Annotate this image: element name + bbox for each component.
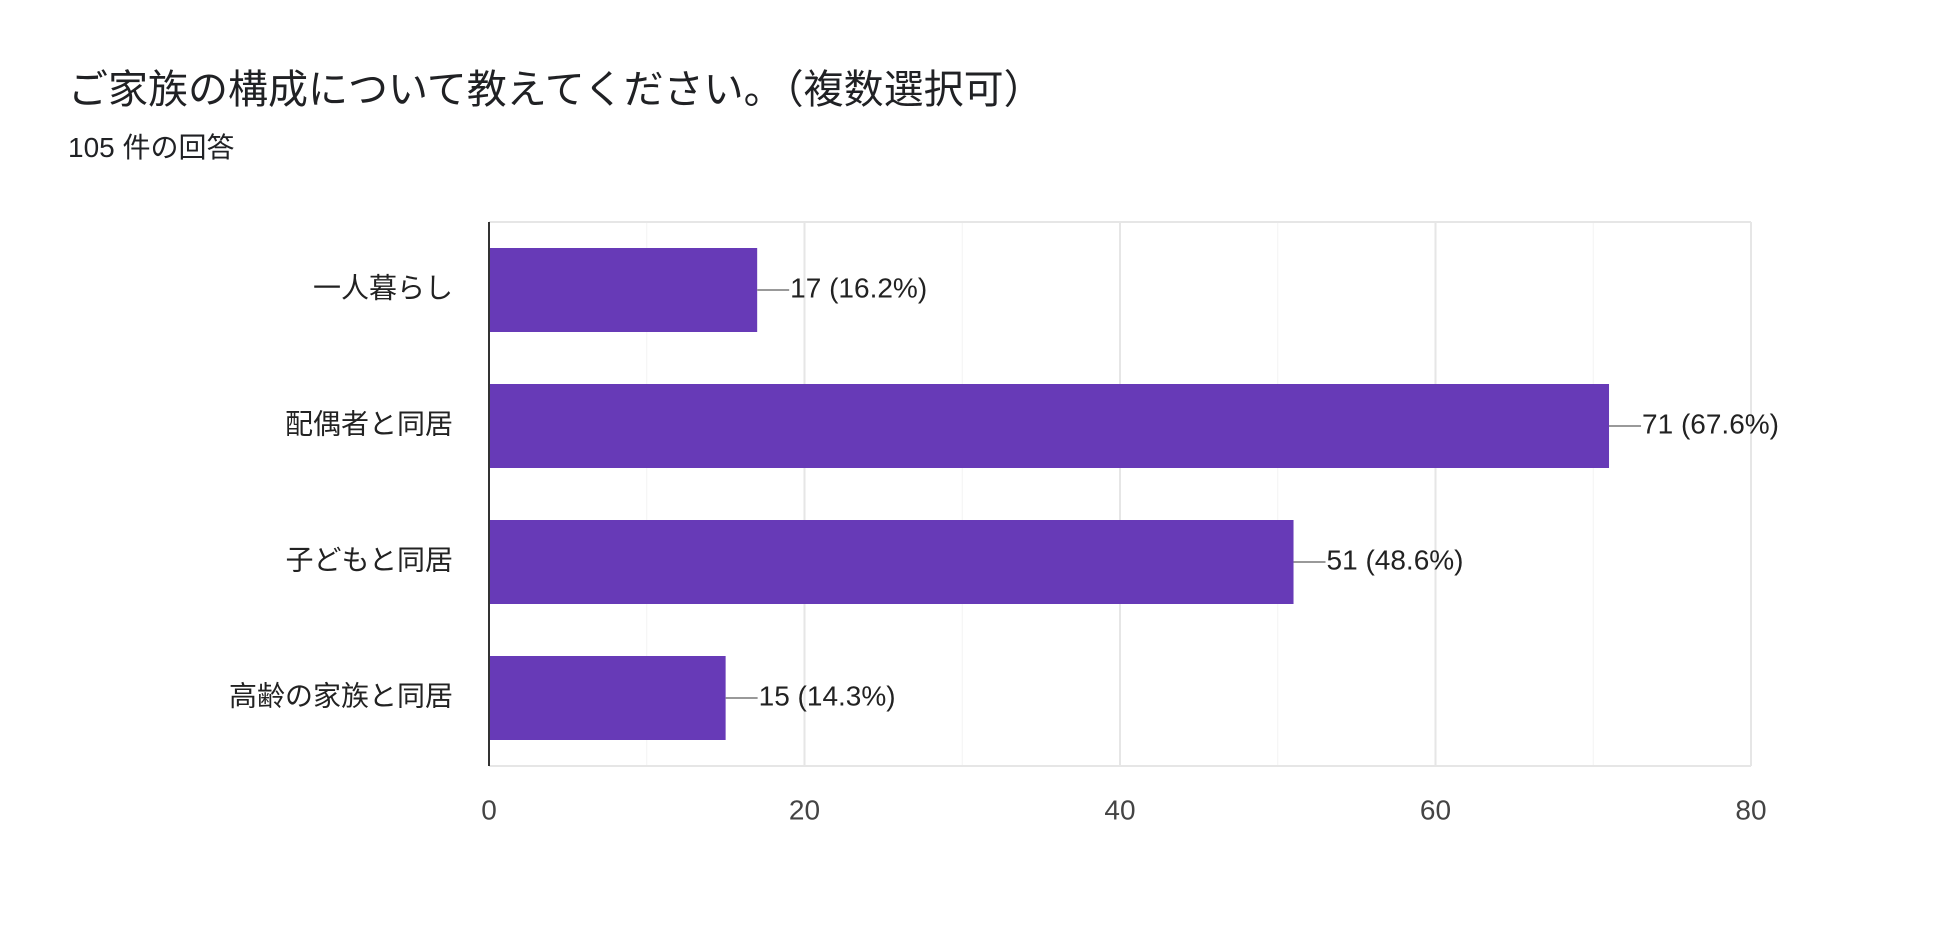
category-label: 高齢の家族と同居 bbox=[229, 680, 453, 711]
data-label: 51 (48.6%) bbox=[1327, 544, 1464, 575]
axis-layer: 0 20 40 60 80 bbox=[481, 222, 1767, 825]
grid-layer bbox=[489, 221, 1752, 767]
x-tick-label: 0 bbox=[481, 794, 497, 825]
data-label: 15 (14.3%) bbox=[759, 680, 896, 711]
response-count: 105 件の回答 bbox=[68, 132, 235, 163]
category-label: 一人暮らし bbox=[313, 272, 453, 303]
x-tick-label: 80 bbox=[1735, 794, 1766, 825]
bar bbox=[489, 520, 1294, 604]
label-layer: 一人暮らし 17 (16.2%) 配偶者と同居 71 (67.6%) 子どもと同居 51 … bbox=[229, 272, 1779, 711]
bar bbox=[489, 248, 758, 332]
page-title: ご家族の構成について教えてください。（複数選択可） bbox=[68, 68, 1044, 112]
bar bbox=[489, 656, 726, 740]
category-label: 子どもと同居 bbox=[286, 544, 453, 575]
x-tick-label: 40 bbox=[1104, 794, 1135, 825]
data-label: 71 (67.6%) bbox=[1642, 408, 1779, 439]
x-tick-label: 60 bbox=[1420, 794, 1451, 825]
category-label: 配偶者と同居 bbox=[285, 408, 453, 439]
bar-layer bbox=[489, 248, 1610, 740]
bar bbox=[489, 384, 1610, 468]
x-tick-label: 20 bbox=[789, 794, 820, 825]
data-label: 17 (16.2%) bbox=[790, 272, 927, 303]
